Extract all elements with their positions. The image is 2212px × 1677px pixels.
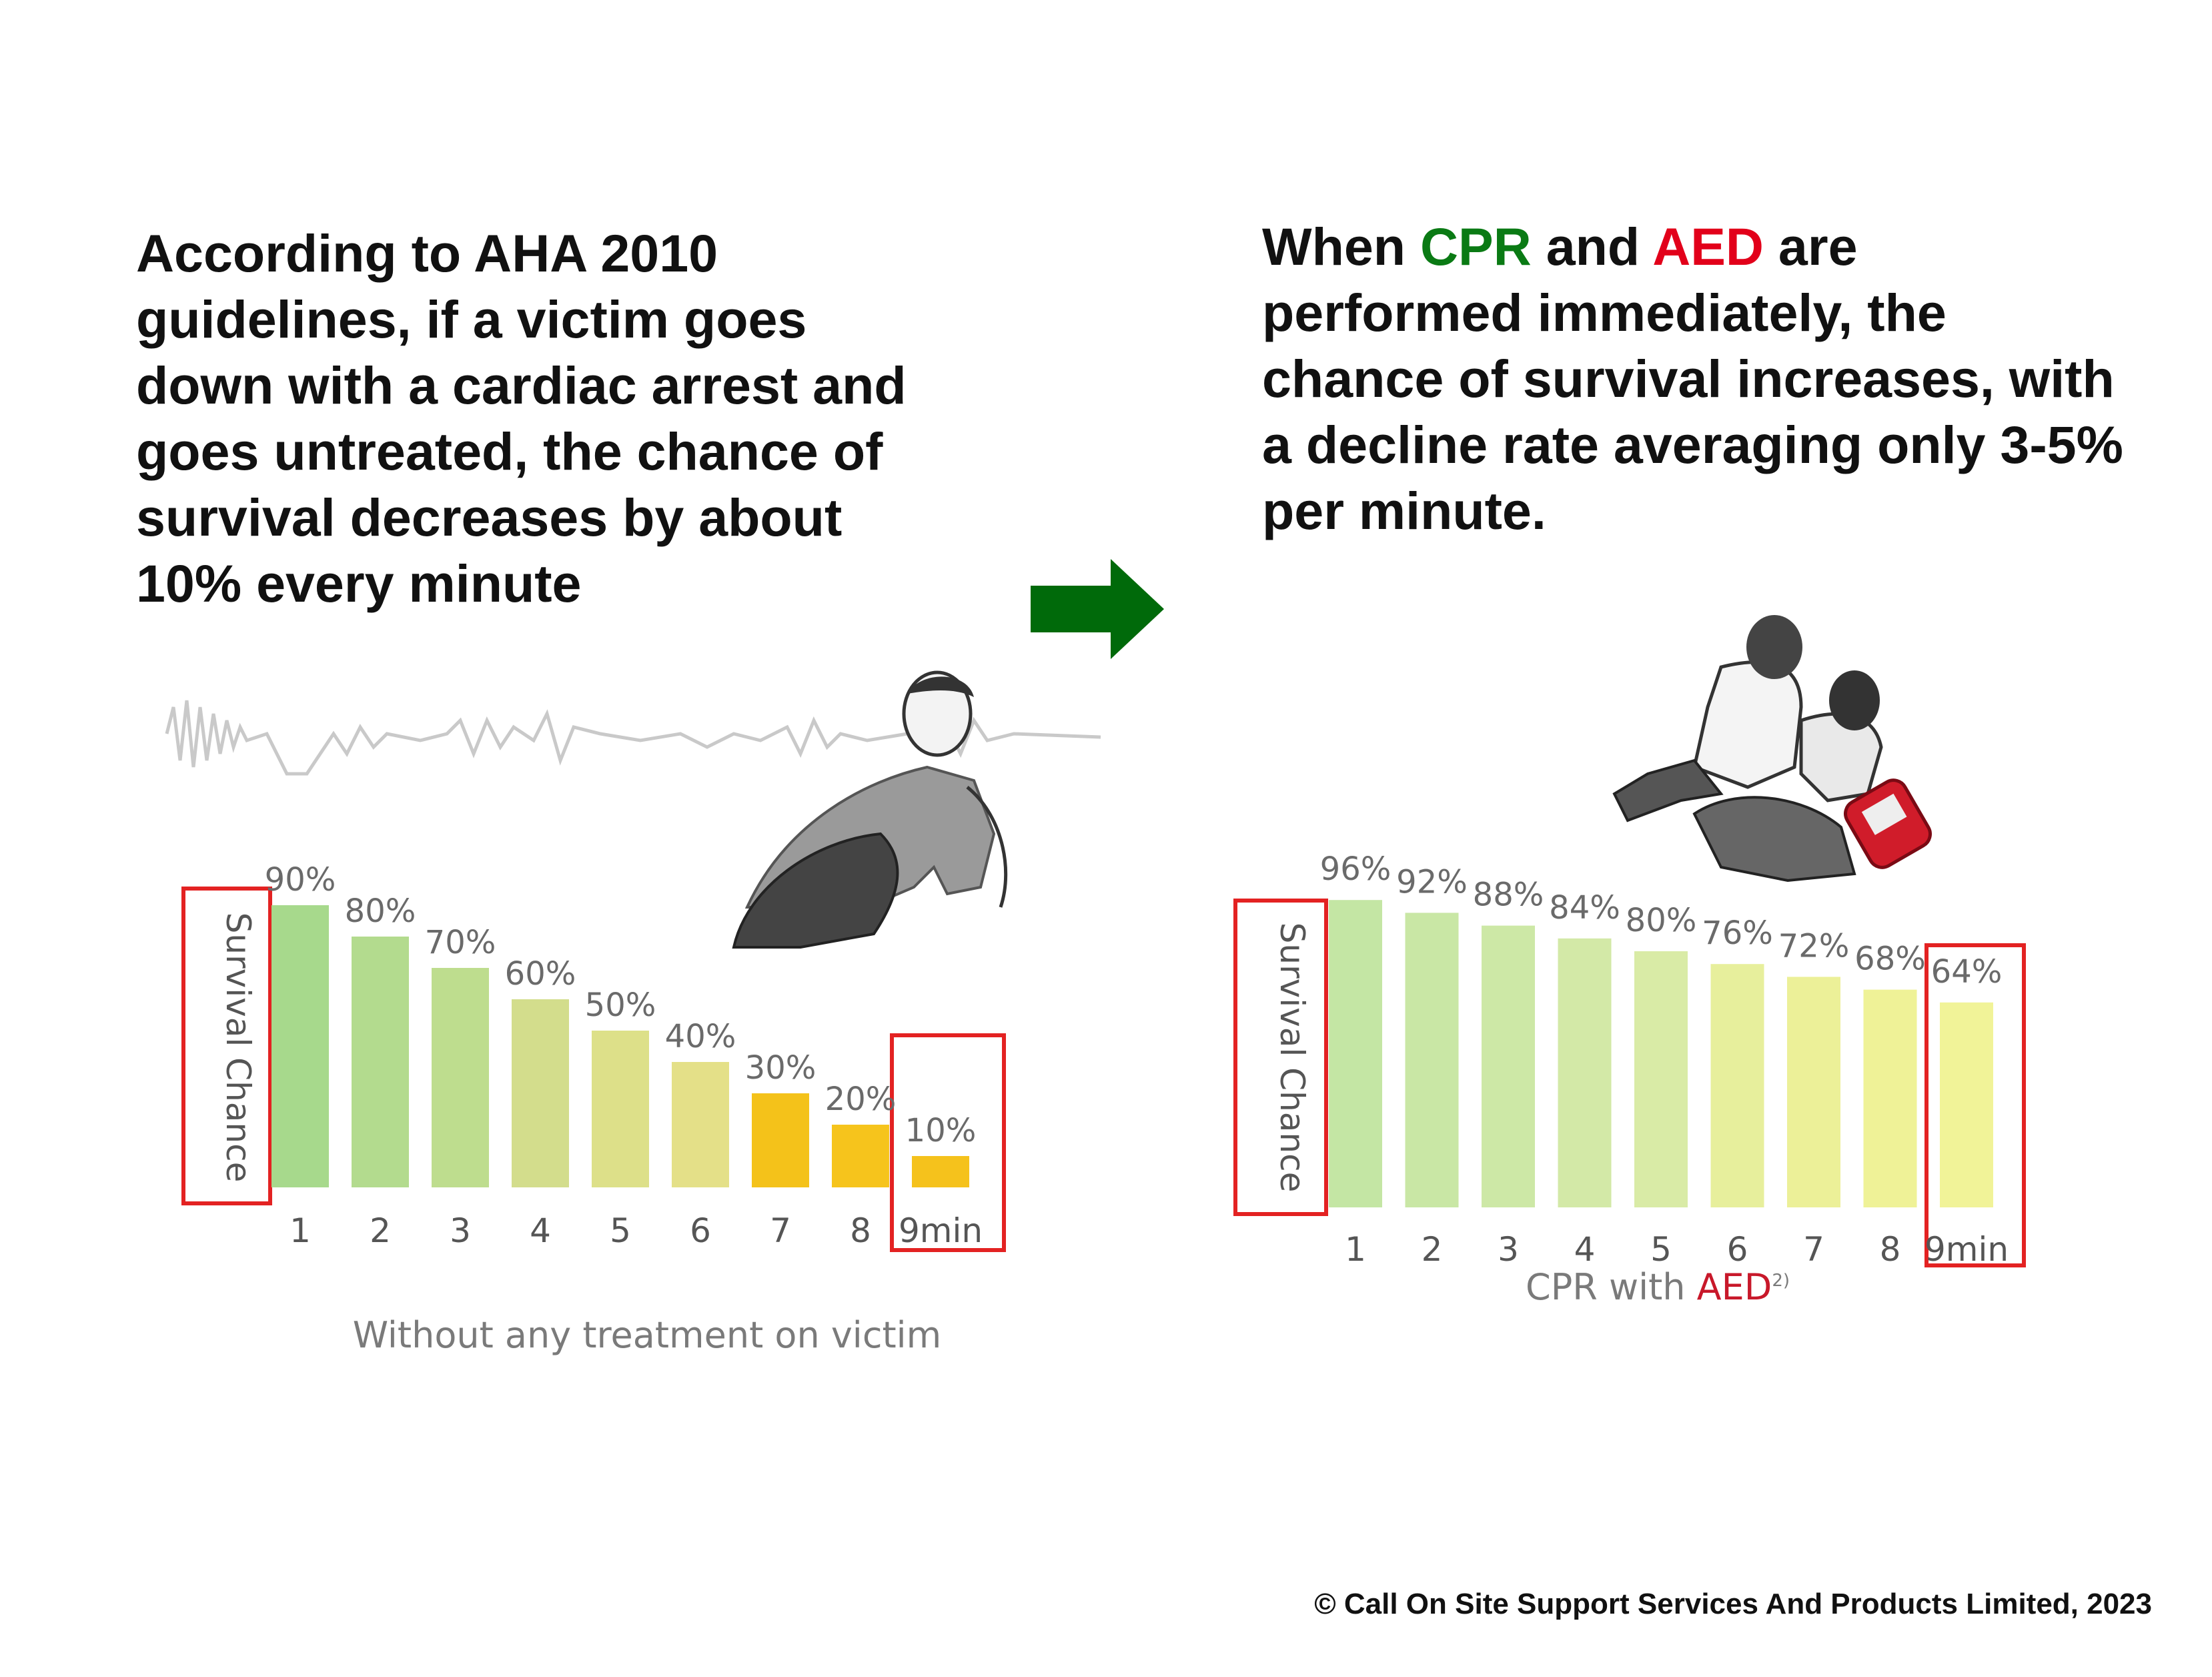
- x-tick-label: 8: [850, 1211, 871, 1250]
- last-minute-highlight-box: [890, 1033, 1006, 1252]
- x-tick-label: 4: [530, 1211, 551, 1250]
- x-tick-label: 1: [1345, 1230, 1366, 1269]
- bar-6: [1710, 964, 1764, 1207]
- bar-4: [1558, 938, 1612, 1207]
- bar-6: [672, 1062, 729, 1187]
- data-label: 30%: [745, 1049, 816, 1087]
- caption-aed: AED: [1697, 1266, 1772, 1308]
- caption-footnote: 2): [1772, 1271, 1790, 1291]
- y-axis-label: Survival Chance: [219, 913, 257, 1183]
- x-tick-label: 9min: [899, 1211, 983, 1250]
- bar-7: [752, 1093, 809, 1187]
- bar-3: [1482, 925, 1535, 1207]
- caption-prefix: CPR with: [1526, 1266, 1697, 1308]
- data-label: 72%: [1778, 927, 1850, 965]
- x-tick-label: 4: [1574, 1230, 1596, 1269]
- right-text-part1: When: [1262, 217, 1420, 276]
- x-tick-label: 8: [1880, 1230, 1901, 1269]
- x-tick-label: 1: [290, 1211, 311, 1250]
- data-label: 96%: [1320, 851, 1392, 888]
- right-description: When CPR and AED are performed immediate…: [1262, 213, 2129, 544]
- survival-chart-untreated: Survival Chance 90% 1 80% 2 70% 3 60% 4 50% 5 40% 6…: [165, 670, 1101, 1356]
- bar-8: [832, 1125, 889, 1187]
- bar-4: [512, 999, 569, 1187]
- data-label: 10%: [905, 1112, 977, 1149]
- bar-7: [1787, 977, 1840, 1207]
- chart-caption: Without any treatment on victim: [353, 1314, 942, 1356]
- x-tick-label: 3: [1498, 1230, 1519, 1269]
- bar-2: [1405, 913, 1459, 1207]
- y-axis-label: Survival Chance: [1273, 923, 1311, 1193]
- left-description: According to AHA 2010 guidelines, if a v…: [136, 223, 907, 613]
- data-label: 68%: [1854, 941, 1926, 978]
- data-label: 90%: [265, 861, 336, 899]
- cpr-aed-rescuers-illustration: [1612, 615, 1932, 883]
- bar-5: [592, 1031, 649, 1187]
- data-label: 92%: [1396, 863, 1468, 901]
- right-arrow-icon: [1031, 559, 1164, 659]
- bar-9min: [1940, 1002, 1993, 1207]
- data-label: 80%: [1626, 902, 1697, 939]
- data-label: 70%: [425, 924, 496, 961]
- aed-highlight: AED: [1652, 217, 1764, 276]
- x-tick-label: 2: [370, 1211, 391, 1250]
- chart-caption: CPR with AED2): [1526, 1266, 1790, 1308]
- last-minute-highlight-box: [1924, 943, 2026, 1267]
- bar-1: [1329, 900, 1382, 1207]
- survival-chart-cpr-aed: Survival Chance 96% 1 92% 2 88% 3 84% 4 80% 5 76% 6…: [1233, 615, 2026, 1308]
- copyright-notice: © Call On Site Support Services And Prod…: [1314, 1588, 2152, 1620]
- data-label: 20%: [825, 1081, 897, 1118]
- data-label: 80%: [345, 893, 416, 930]
- data-label: 84%: [1549, 889, 1620, 927]
- bar-9min: [912, 1156, 969, 1187]
- ecg-wave-icon: [165, 700, 1101, 776]
- bar-3: [432, 968, 489, 1187]
- x-tick-label: 7: [770, 1211, 791, 1250]
- x-tick-label: 7: [1803, 1230, 1824, 1269]
- data-label: 60%: [505, 955, 576, 993]
- bar-5: [1634, 951, 1688, 1207]
- cpr-highlight: CPR: [1420, 217, 1532, 276]
- x-tick-label: 5: [1650, 1230, 1672, 1269]
- x-tick-label: 6: [690, 1211, 711, 1250]
- x-tick-label: 5: [610, 1211, 631, 1250]
- data-label: 50%: [585, 987, 656, 1024]
- data-label: 88%: [1473, 877, 1544, 914]
- x-tick-label: 6: [1727, 1230, 1748, 1269]
- right-text-part3: are performed immediately, the chance of…: [1262, 217, 2123, 540]
- bar-1: [271, 905, 329, 1187]
- x-tick-label: 3: [450, 1211, 471, 1250]
- bar-8: [1863, 989, 1917, 1207]
- data-label: 76%: [1702, 915, 1773, 952]
- x-tick-label: 2: [1422, 1230, 1443, 1269]
- y-axis-highlight-box: [1233, 899, 1328, 1216]
- collapsed-victim-illustration: [732, 670, 1008, 949]
- x-tick-label: 9min: [1924, 1230, 2009, 1269]
- bar-2: [352, 937, 409, 1187]
- data-label: 40%: [665, 1018, 736, 1055]
- y-axis-highlight-box: [181, 887, 272, 1205]
- data-label: 64%: [1931, 953, 2003, 991]
- right-text-part2: and: [1531, 217, 1653, 276]
